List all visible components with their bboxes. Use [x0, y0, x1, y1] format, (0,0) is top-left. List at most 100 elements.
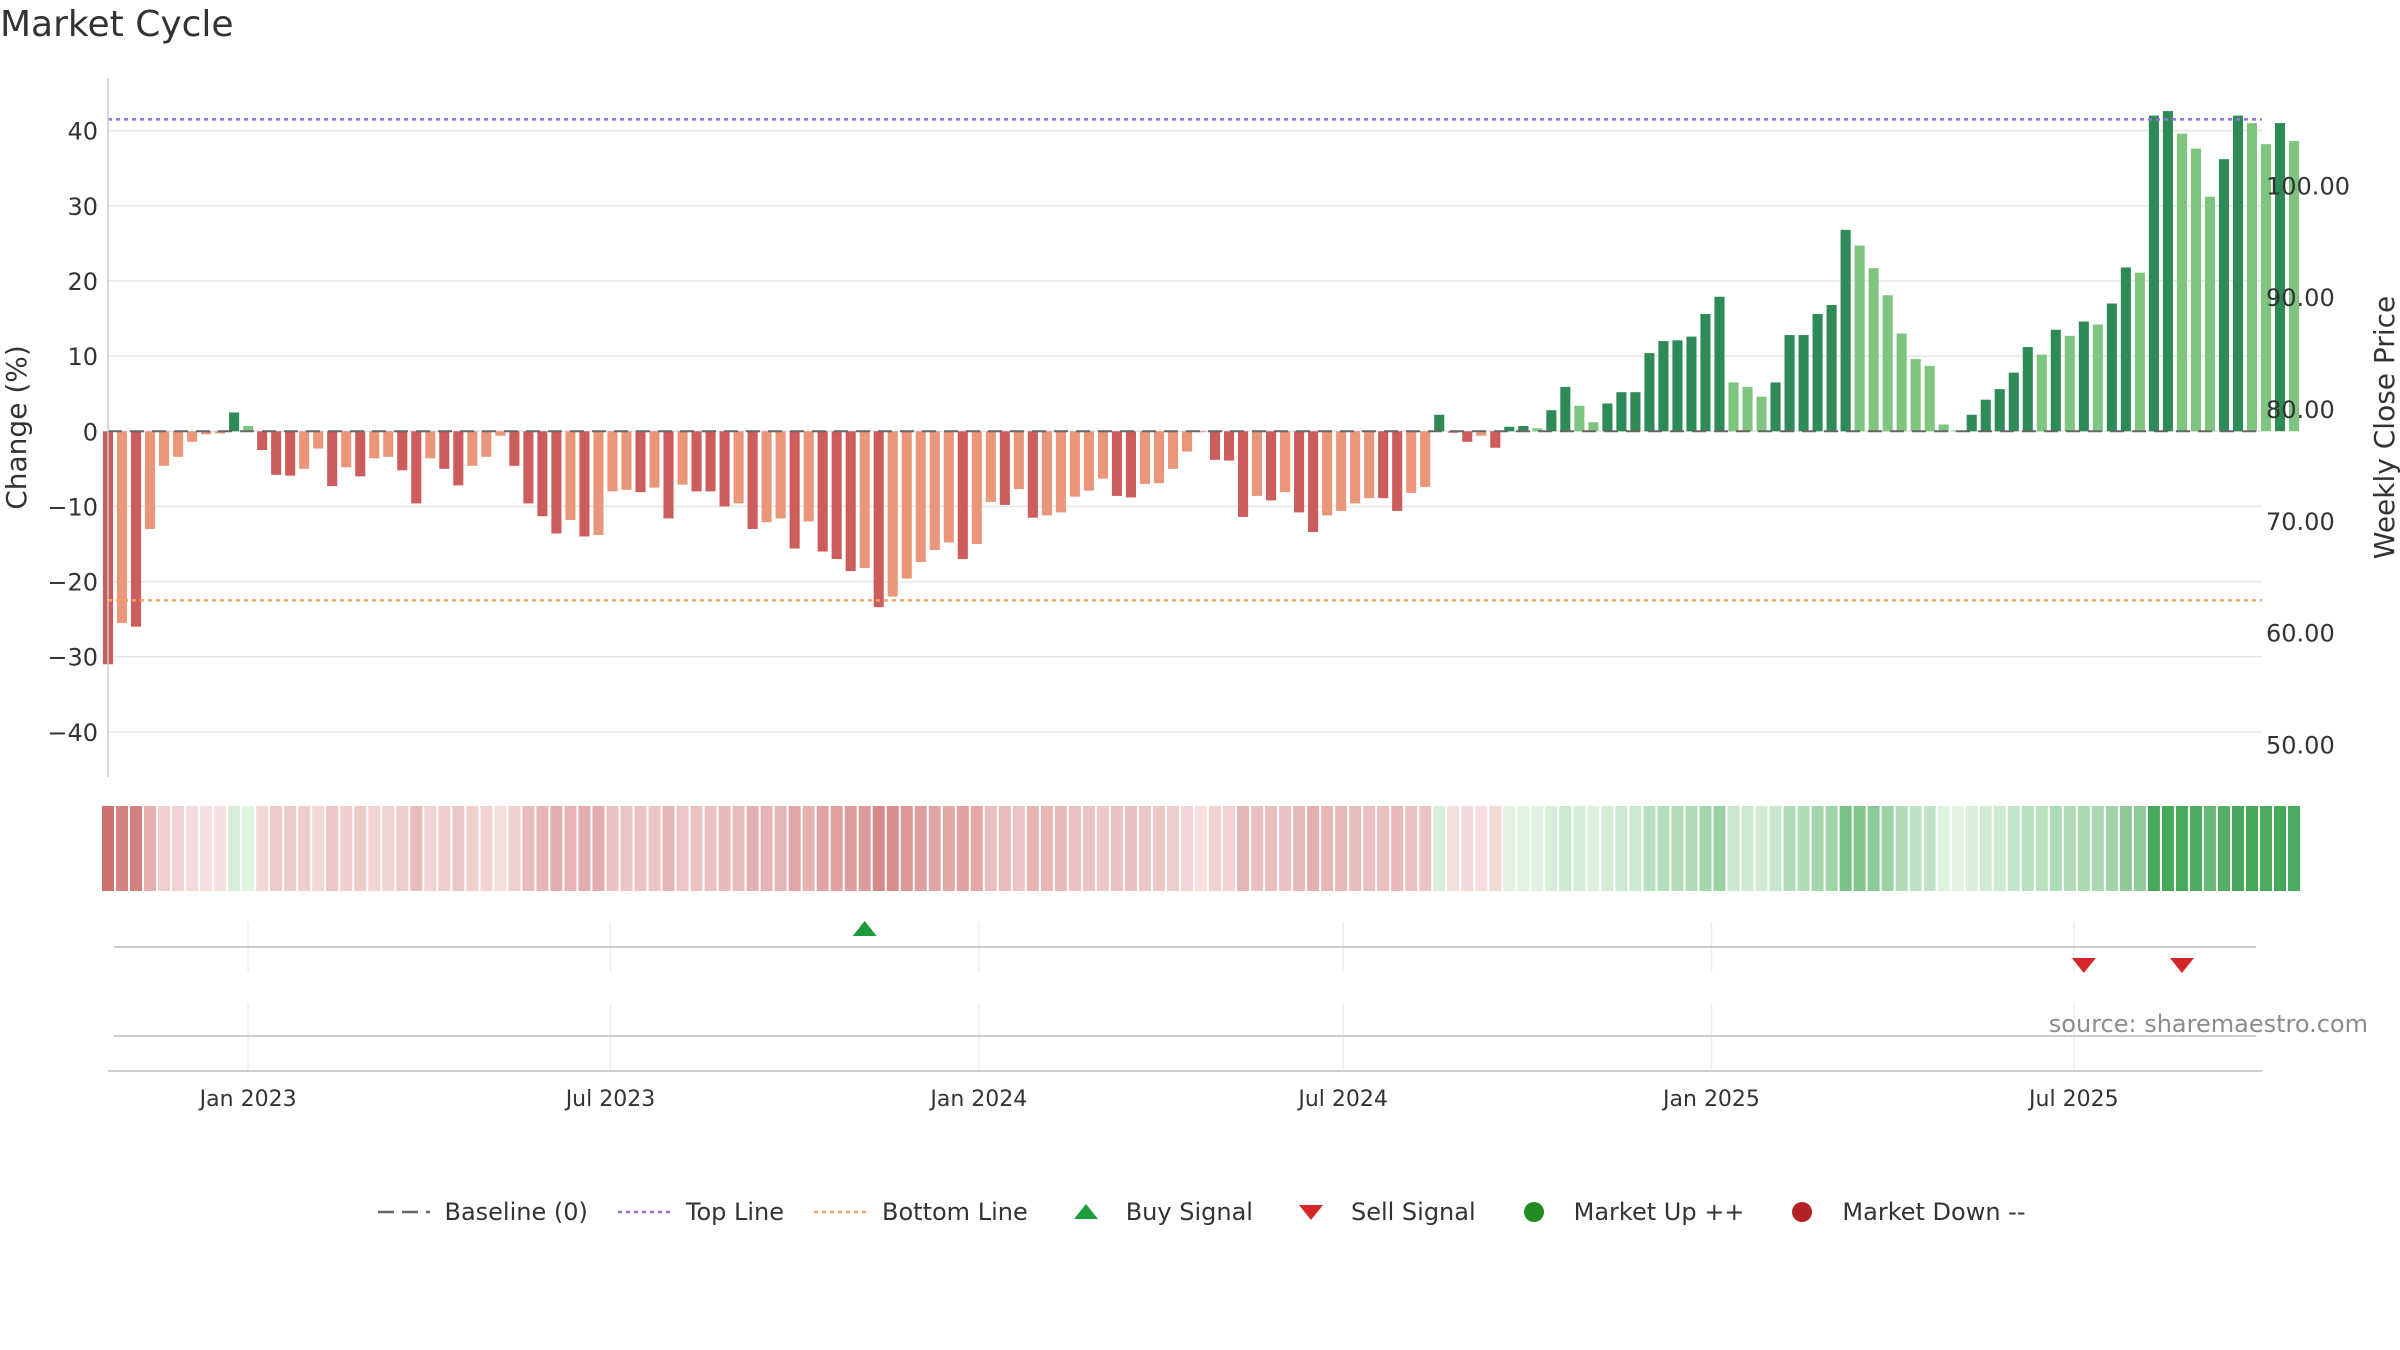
bar	[271, 431, 282, 475]
bar	[607, 431, 618, 492]
bar	[2246, 123, 2258, 432]
heat-cell	[522, 806, 535, 891]
heat-cell	[1279, 806, 1292, 891]
bar	[299, 431, 310, 469]
bottom-line-dotted-icon	[814, 1210, 871, 1214]
x-tick-label: Jan 2023	[198, 1087, 297, 1112]
bar	[985, 431, 996, 502]
bar	[1153, 431, 1165, 484]
bar	[971, 431, 982, 544]
bar	[1602, 403, 1613, 432]
heat-cell	[1755, 806, 1768, 891]
heat-cell	[396, 806, 409, 891]
heat-cell	[1363, 806, 1376, 891]
heat-cell	[2035, 806, 2048, 891]
heat-cell	[1923, 806, 1936, 891]
heat-cell	[746, 806, 759, 891]
heat-cell	[270, 806, 283, 891]
bar	[313, 431, 324, 449]
heat-cell	[1110, 806, 1123, 891]
heat-cell	[886, 806, 899, 891]
x-tick-label: Jul 2023	[564, 1087, 656, 1112]
bar	[1658, 341, 1669, 432]
x-axis-layer: Jan 2023 Jul 2023 Jan 2024 Jul 2024 Jan 2025…	[108, 1070, 2262, 1112]
legend-item: Top Line	[616, 1198, 784, 1226]
bar	[369, 431, 380, 459]
bar	[481, 431, 492, 457]
heat-cell	[2119, 806, 2132, 891]
bar	[1714, 296, 1725, 432]
heat-cell	[1461, 806, 1474, 891]
y-tick-label: 10	[67, 343, 98, 371]
bar	[1406, 431, 1417, 493]
legend-label: Buy Signal	[1125, 1198, 1253, 1226]
heat-cell	[1573, 806, 1586, 891]
heat-cell	[1601, 806, 1614, 891]
heat-cell	[1251, 806, 1264, 891]
heat-strip-layer	[101, 806, 2301, 891]
heat-cell	[1307, 806, 1320, 891]
buy-signal-marker	[852, 921, 877, 936]
bar	[2050, 329, 2061, 432]
y2-tick-label: 60.00	[2266, 620, 2335, 648]
bar	[1462, 431, 1473, 442]
bar	[1518, 425, 1529, 432]
bar	[775, 431, 786, 519]
bar	[2204, 196, 2215, 432]
reference-lines-layer	[108, 118, 2262, 602]
heat-cell	[1531, 806, 1544, 891]
sell-signal-marker	[2169, 958, 2194, 973]
bar	[1588, 422, 1599, 432]
heat-cell	[1419, 806, 1432, 891]
heat-cell	[788, 806, 801, 891]
heat-cell	[2189, 806, 2202, 891]
heat-cell	[158, 806, 171, 891]
heat-cell	[298, 806, 311, 891]
heat-cell	[1741, 806, 1754, 891]
bar	[1994, 389, 2005, 432]
heat-cell	[1124, 806, 1137, 891]
bar	[257, 431, 268, 451]
bar	[2036, 354, 2047, 432]
bar	[1644, 353, 1655, 432]
heat-cell	[662, 806, 675, 891]
bar	[1924, 365, 1935, 432]
heat-cell	[1054, 806, 1067, 891]
bar	[845, 431, 856, 572]
heat-cell	[410, 806, 423, 891]
heat-cell	[1335, 806, 1348, 891]
heat-cell	[1068, 806, 1081, 891]
heat-cell	[606, 806, 619, 891]
heat-cell	[2077, 806, 2090, 891]
legend-label: Market Up ++	[1573, 1198, 1745, 1226]
heat-cell	[550, 806, 563, 891]
y2-tick-label: 100.00	[2266, 172, 2350, 200]
heat-cell	[1643, 806, 1656, 891]
heat-cell	[326, 806, 339, 891]
bar	[1826, 304, 1837, 432]
axes-layer: 40 30 20 10 0 −10 −20 −30 −40 100.00 90.00 80.00 70.…	[0, 78, 2400, 777]
bar	[1840, 229, 1851, 432]
heat-cell	[2203, 806, 2216, 891]
bar	[425, 431, 436, 459]
bar	[2274, 123, 2286, 432]
bar	[537, 431, 548, 517]
heat-cell	[2133, 806, 2146, 891]
market-down-circle-icon	[1792, 1202, 1813, 1222]
bar	[130, 431, 142, 627]
bar	[663, 431, 674, 519]
bar	[1350, 431, 1361, 504]
heat-cell	[1405, 806, 1418, 891]
bar	[999, 431, 1010, 505]
heat-cell	[130, 806, 143, 891]
legend-item: Sell Signal	[1281, 1198, 1476, 1226]
heat-cell	[1195, 806, 1208, 891]
bar	[1756, 396, 1767, 432]
heat-cell	[1166, 806, 1179, 891]
heat-cell	[1517, 806, 1530, 891]
y2-axis-label: Weekly Close Price	[2368, 296, 2400, 559]
bar	[1252, 431, 1263, 496]
bar	[593, 431, 604, 535]
heat-cell	[1895, 806, 1908, 891]
bar	[1896, 333, 1907, 432]
